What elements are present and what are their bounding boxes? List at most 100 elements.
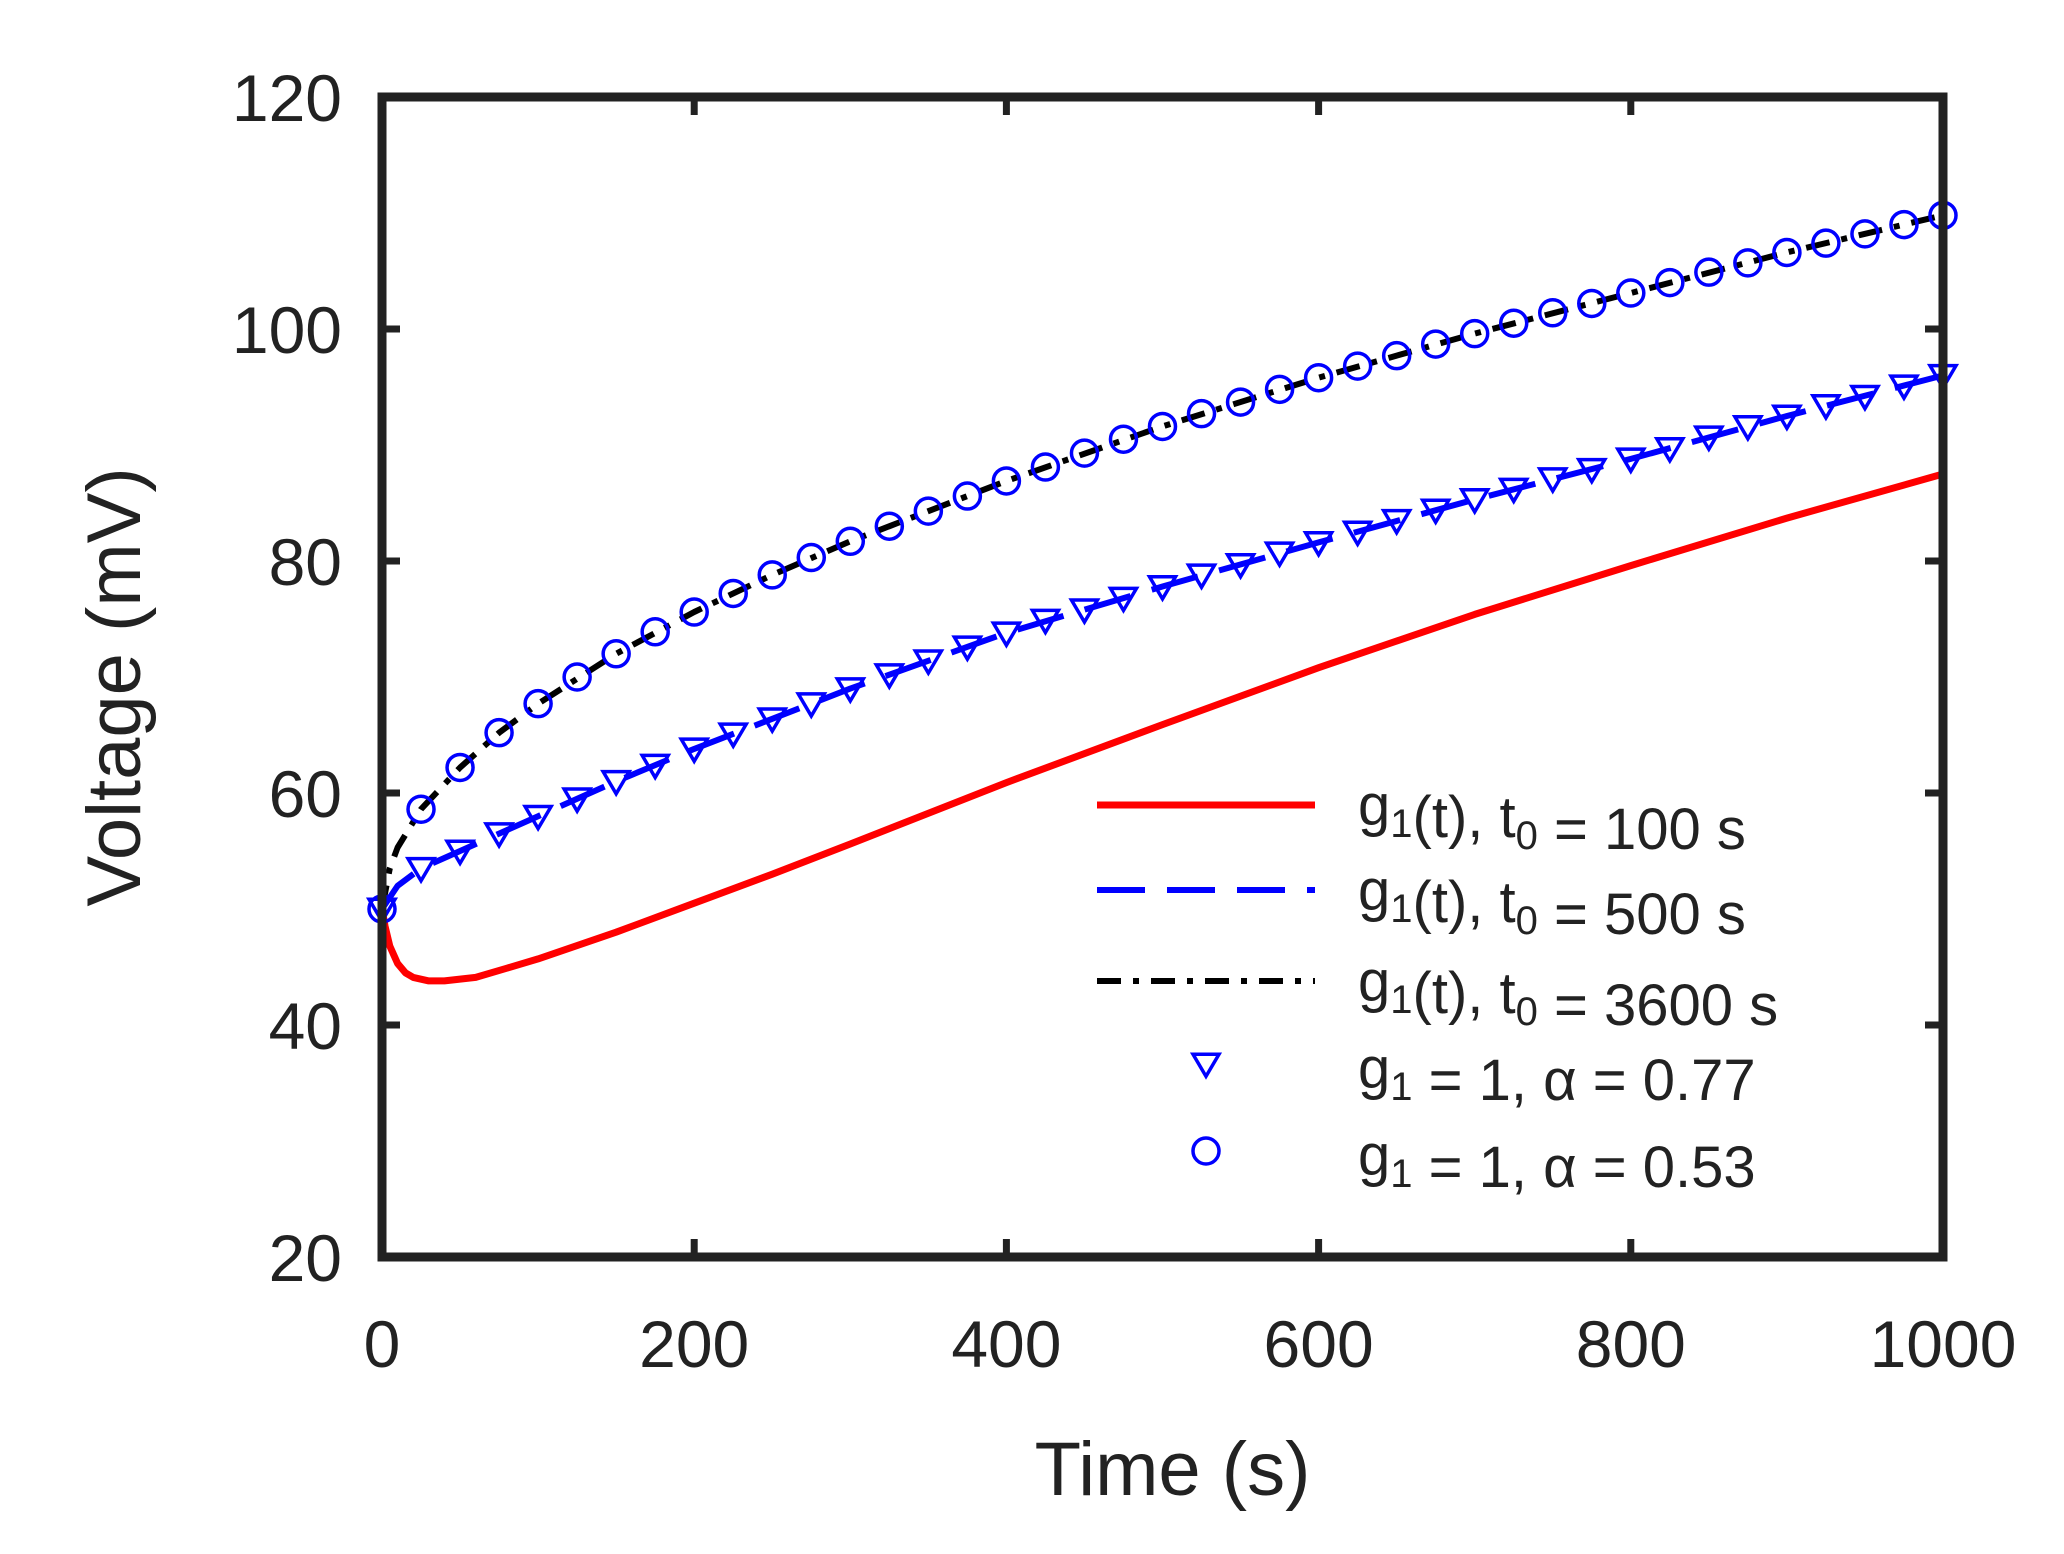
- x-tick-label: 200: [639, 1307, 749, 1381]
- series-4-marker: [1458, 488, 1491, 516]
- legend-label-subscript: 0: [1516, 814, 1538, 858]
- series-4-marker: [1770, 404, 1803, 432]
- legend-label-subscript: 1: [1390, 978, 1412, 1022]
- series-5-marker: [835, 526, 866, 557]
- series-4-marker: [1848, 384, 1882, 413]
- series-4-marker: [1692, 425, 1725, 453]
- legend-label-subscript: 1: [1390, 1152, 1412, 1196]
- legend-label: g1(t), t0 = 100 s: [1358, 773, 1746, 862]
- series-4-marker: [1302, 530, 1335, 559]
- x-axis-title: Time (s): [1035, 1427, 1311, 1512]
- series-4-marker: [1614, 447, 1647, 475]
- legend-label-subscript: 1: [1390, 802, 1412, 846]
- series-4-marker: [678, 737, 711, 765]
- series-5-marker: [1108, 424, 1139, 454]
- series-5-marker: [1498, 308, 1529, 338]
- series-5-marker: [1538, 298, 1568, 328]
- series-4-marker: [1536, 467, 1569, 495]
- series-4-marker: [1575, 457, 1608, 486]
- series-4-marker: [795, 692, 828, 720]
- legend-label-part: (t), t: [1413, 870, 1516, 935]
- y-tick-label: 60: [269, 757, 342, 831]
- legend-label-part: g: [1358, 858, 1390, 923]
- legend-label: g1 = 1, α = 0.77: [1358, 1036, 1756, 1113]
- legend-swatch-circle-icon: [1191, 1136, 1221, 1166]
- series-4-marker: [1497, 477, 1530, 505]
- legend-item: g1(t), t0 = 3600 s: [1097, 949, 1778, 1038]
- series-4-marker: [1653, 436, 1686, 465]
- legend-label-subscript: 1: [1390, 887, 1412, 931]
- series-5-marker: [1577, 288, 1607, 319]
- legend-label-part: g: [1358, 773, 1390, 838]
- series-5-marker: [1655, 267, 1685, 298]
- series-4-marker: [1146, 575, 1179, 603]
- series-5-marker: [757, 560, 787, 590]
- series-5-marker: [1069, 438, 1100, 468]
- legend-item: g1(t), t0 = 500 s: [1097, 858, 1746, 947]
- plot-frame: [377, 92, 1948, 1262]
- series-4-marker: [1887, 374, 1921, 402]
- series-5-marker: [445, 752, 475, 783]
- x-tick-label: 800: [1576, 1307, 1686, 1381]
- y-axis-title: Voltage (mV): [72, 467, 157, 906]
- series-4-marker: [522, 804, 555, 833]
- series-5-marker: [796, 542, 827, 573]
- series-5-marker: [1811, 228, 1841, 258]
- series-5-marker: [1850, 219, 1880, 249]
- legend-item: g1 = 1, α = 0.53: [1191, 1123, 1756, 1200]
- series-5-marker: [1225, 387, 1256, 417]
- series-5-marker: [913, 496, 944, 526]
- y-tick-label: 40: [269, 989, 342, 1063]
- series-4-marker: [1029, 608, 1062, 636]
- series-4-marker: [1107, 586, 1140, 614]
- series-4-marker: [483, 822, 516, 850]
- series-5-marker: [1147, 411, 1178, 442]
- legend: g1(t), t0 = 100 sg1(t), t0 = 500 sg1(t),…: [1097, 773, 1778, 1200]
- series-4-marker: [600, 769, 633, 798]
- legend-label-part: = 1, α = 0.77: [1413, 1048, 1756, 1113]
- series-5-marker: [406, 794, 436, 824]
- series-4-marker: [990, 621, 1023, 649]
- series-5-marker: [1030, 452, 1061, 482]
- legend-label-subscript: 0: [1516, 899, 1538, 943]
- legend-label: g1(t), t0 = 500 s: [1358, 858, 1746, 947]
- legend-label-subscript: 1: [1390, 1065, 1412, 1109]
- series-5-marker: [679, 597, 709, 627]
- series-4-marker: [1809, 394, 1842, 422]
- series-4-marker: [639, 753, 672, 781]
- y-tick-label: 100: [232, 293, 342, 367]
- legend-label-part: = 500 s: [1538, 882, 1746, 947]
- legend-label: g1(t), t0 = 3600 s: [1358, 949, 1778, 1038]
- series-5-marker: [1264, 374, 1295, 405]
- series-5-marker: [1616, 278, 1646, 308]
- series-5-marker: [1733, 248, 1763, 278]
- legend-label-part: g: [1358, 1123, 1390, 1188]
- series-4-marker: [1068, 598, 1101, 626]
- series-4-marker: [404, 856, 438, 885]
- series-4-marker: [873, 663, 906, 691]
- series-5-marker: [1459, 318, 1490, 349]
- legend-label-part: g: [1358, 1036, 1390, 1101]
- series-1-line: [378, 470, 1944, 985]
- series-5-marker: [1772, 237, 1802, 268]
- legend-label-part: = 1, α = 0.53: [1413, 1135, 1756, 1200]
- series-5-marker: [1381, 340, 1412, 371]
- series-2-line: [379, 372, 1944, 911]
- series-5-marker: [718, 578, 748, 609]
- series-4-marker: [717, 722, 750, 750]
- series-4-marker: [1380, 508, 1413, 537]
- series-5-marker: [1420, 329, 1451, 359]
- series-5-marker: [1342, 351, 1373, 381]
- y-tick-label: 120: [232, 61, 342, 135]
- series-4-marker: [561, 787, 594, 815]
- series-5-marker: [1303, 362, 1334, 393]
- legend-label-part: (t), t: [1413, 785, 1516, 850]
- series-4-marker: [951, 635, 984, 663]
- series-4-marker: [1224, 552, 1257, 581]
- y-tick-label: 80: [269, 525, 342, 599]
- x-tick-label: 600: [1264, 1307, 1374, 1381]
- legend-item: g1(t), t0 = 100 s: [1097, 773, 1746, 862]
- series-4-marker: [834, 677, 867, 705]
